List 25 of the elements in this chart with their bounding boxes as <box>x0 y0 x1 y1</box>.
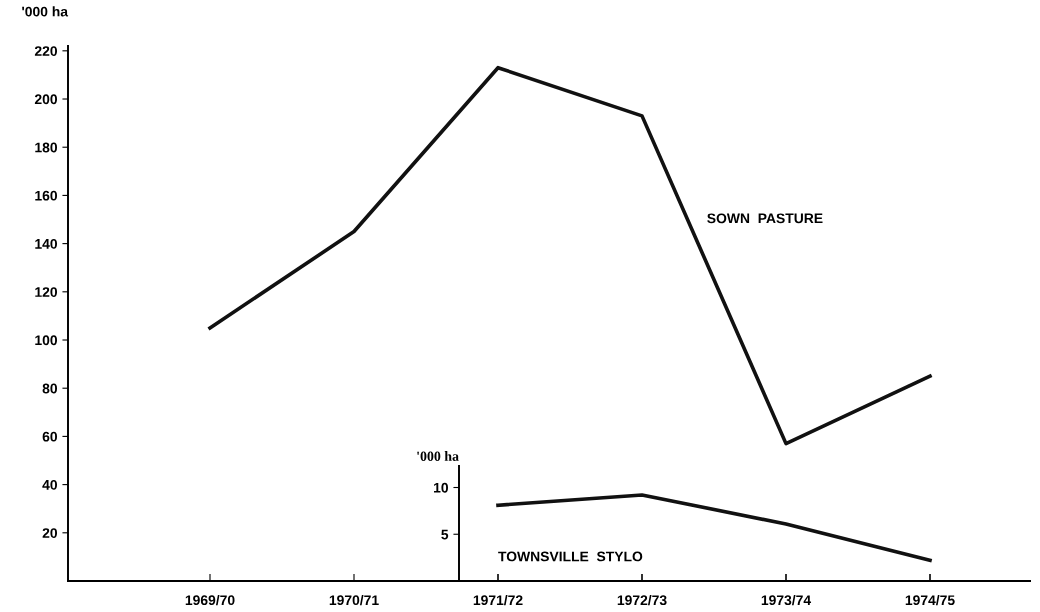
y-tick-label: 100 <box>35 335 58 346</box>
x-tick-label: 1969/70 <box>185 594 235 606</box>
text: TOWNSVILLE STYLO <box>498 551 643 562</box>
line-series <box>496 493 932 563</box>
series-label: SOWN PASTURE <box>707 213 823 224</box>
y-axis-title: '000 ha <box>22 6 69 17</box>
y-tick-label: 200 <box>34 94 58 105</box>
y-axis-title: '000 ha <box>417 451 459 461</box>
x-tick-label: 1971/72 <box>473 594 523 606</box>
y-tick-label: 20 <box>42 528 58 538</box>
y-tick-label: 10 <box>434 482 449 493</box>
x-tick-label: 1974/75 <box>905 594 955 606</box>
y-tick-label: 220 <box>34 46 58 56</box>
line-series <box>208 65 932 446</box>
x-tick-label: 1970/71 <box>329 594 379 606</box>
y-tick-label: 5 <box>441 529 449 540</box>
y-tick-label: 180 <box>35 142 58 153</box>
y-tick-label: 80 <box>42 383 58 394</box>
y-tick-label: 120 <box>35 287 58 297</box>
y-tick-label: 40 <box>42 479 58 490</box>
y-tick-label: 160 <box>35 190 58 201</box>
x-tick-label: 1972/73 <box>617 594 667 606</box>
x-tick-label: 1973/74 <box>761 594 812 606</box>
y-tick-label: 140 <box>35 238 58 249</box>
y-tick-label: 60 <box>42 431 58 442</box>
